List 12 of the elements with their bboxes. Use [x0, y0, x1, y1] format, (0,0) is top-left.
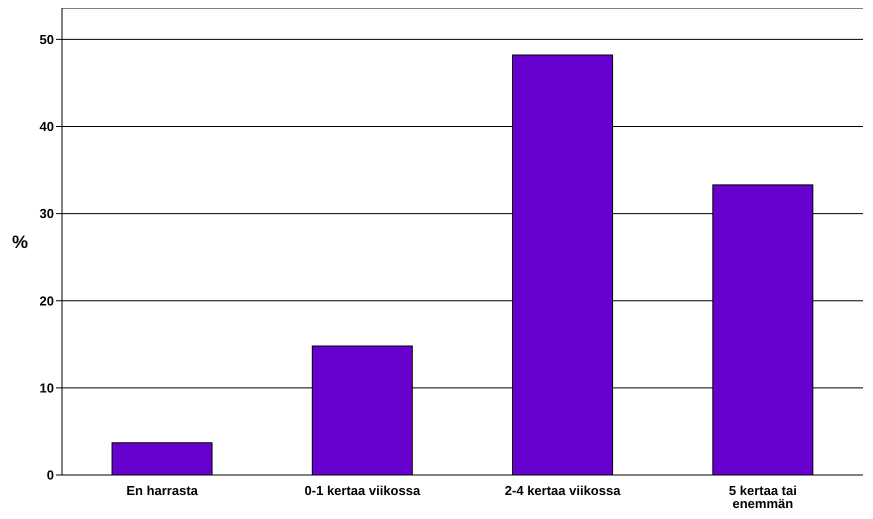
bar	[112, 442, 213, 475]
x-tick-label: 0-1 kertaa viikossa	[304, 483, 421, 498]
y-axis-title: %	[12, 232, 28, 252]
x-tick-label: En harrasta	[126, 483, 199, 498]
y-tick-label: 50	[40, 32, 54, 47]
y-tick-label: 20	[40, 293, 54, 308]
x-tick-label: 2-4 kertaa viikossa	[504, 483, 622, 498]
y-tick-label: 30	[40, 206, 54, 222]
y-tick-label: 40	[40, 119, 54, 134]
y-tick-label: 10	[40, 380, 54, 396]
y-tick-label: 0	[46, 468, 54, 483]
x-tick-label: 5 kertaa tai enemmän	[728, 483, 797, 511]
